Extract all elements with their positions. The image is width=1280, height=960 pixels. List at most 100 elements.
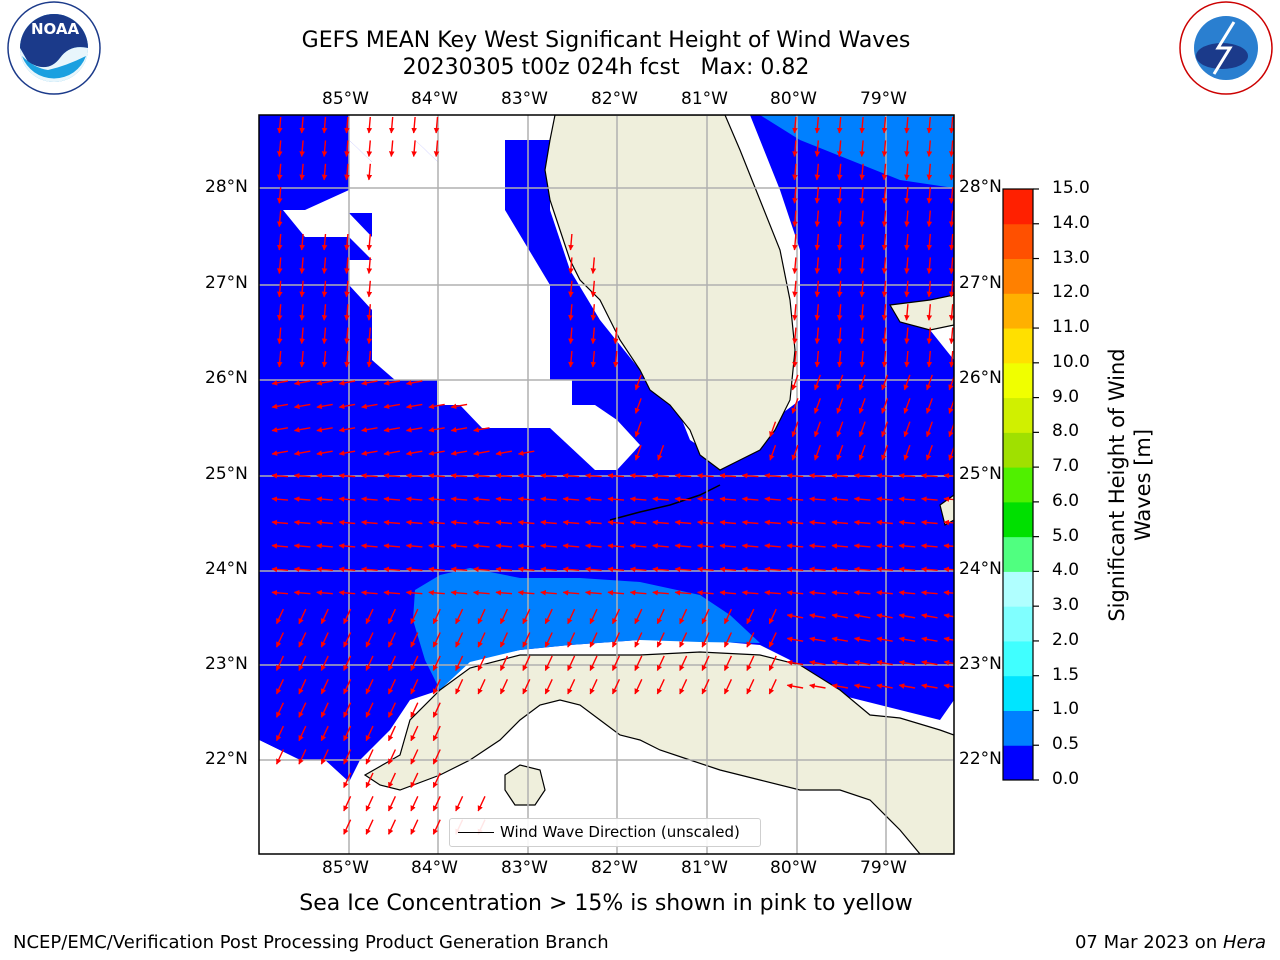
wave-direction-arrow [410, 608, 419, 625]
wave-direction-arrow [741, 566, 759, 573]
wave-direction-arrow [607, 566, 625, 573]
wave-direction-arrow [517, 589, 535, 596]
wave-direction-arrow [926, 140, 933, 157]
wave-direction-arrow [607, 519, 625, 526]
wave-direction-arrow [298, 655, 307, 672]
wave-direction-arrow [473, 589, 490, 596]
wave-direction-arrow [321, 233, 328, 251]
wave-direction-arrow [679, 655, 688, 672]
wave-direction-arrow [383, 380, 401, 386]
wave-direction-arrow [926, 280, 933, 298]
wave-direction-arrow [943, 683, 954, 689]
wave-direction-arrow [473, 566, 490, 573]
wave-direction-arrow [320, 632, 329, 648]
wave-direction-arrow [859, 116, 865, 134]
wave-direction-arrow [831, 613, 849, 619]
wave-direction-arrow [544, 679, 553, 695]
wave-direction-arrow [925, 374, 933, 391]
wave-direction-arrow [898, 589, 916, 596]
wave-direction-arrow [366, 163, 373, 181]
wave-direction-arrow [948, 210, 954, 228]
wave-direction-arrow [741, 472, 759, 479]
wave-direction-arrow [517, 519, 535, 526]
wave-direction-arrow [853, 589, 871, 596]
wave-direction-arrow [316, 589, 333, 596]
wave-direction-arrow [276, 163, 283, 181]
wave-direction-arrow [361, 403, 378, 410]
wave-direction-arrow [813, 444, 821, 461]
wave-direction-arrow [522, 655, 531, 672]
wave-direction-arrow [926, 163, 933, 181]
nws-logo [1179, 1, 1273, 95]
wave-direction-arrow [903, 374, 911, 391]
sea-ice-note: Sea Ice Concentration > 15% is shown in … [299, 891, 913, 916]
wave-direction-arrow [495, 496, 513, 502]
wave-direction-arrow [365, 679, 374, 695]
wave-direction-arrow [293, 589, 311, 596]
wave-direction-arrow [611, 655, 621, 672]
wave-direction-arrow [271, 566, 289, 573]
colorbar-tick-label: 4.0 [1052, 560, 1080, 581]
wave-direction-arrow [343, 655, 352, 672]
wave-direction-arrow [428, 566, 445, 573]
wave-direction-arrow [697, 472, 714, 479]
wave-direction-arrow [450, 519, 468, 526]
wave-direction-arrow [836, 327, 843, 345]
lon-label-top-85w: 85°W [322, 89, 369, 109]
wave-direction-arrow [298, 725, 307, 742]
lon-label-top-83w: 83°W [501, 89, 548, 109]
wave-direction-arrow [366, 327, 373, 345]
wave-direction-arrow [858, 398, 866, 414]
wave-direction-arrow [365, 632, 374, 648]
wave-direction-arrow [652, 589, 669, 596]
wave-direction-arrow [293, 450, 311, 456]
wave-direction-arrow [764, 566, 781, 573]
wave-direction-arrow [904, 257, 910, 274]
wave-direction-arrow [904, 116, 910, 134]
wave-direction-arrow [344, 257, 350, 274]
wave-direction-arrow [836, 116, 843, 134]
wave-direction-arrow [316, 519, 333, 526]
wave-direction-arrow [338, 403, 356, 410]
wave-direction-arrow [674, 519, 692, 526]
wave-direction-arrow [387, 772, 397, 789]
wave-direction-arrow [881, 187, 888, 204]
wave-direction-arrow [410, 702, 419, 718]
colorbar-tick-label: 11.0 [1052, 317, 1090, 338]
wave-direction-arrow [410, 632, 419, 648]
wave-direction-arrow [320, 702, 329, 718]
wave-direction-arrow [831, 683, 849, 689]
wave-direction-arrow [786, 543, 804, 549]
wave-direction-arrow [343, 679, 352, 695]
wave-direction-arrow [428, 403, 445, 410]
colorbar-tick-label: 1.5 [1052, 664, 1080, 685]
wave-direction-arrow [344, 350, 350, 368]
wave-direction-arrow [433, 116, 440, 134]
wave-direction-arrow [477, 608, 486, 625]
wave-direction-arrow [768, 608, 777, 625]
wave-direction-arrow [299, 304, 305, 321]
wave-direction-arrow [276, 187, 283, 204]
wave-direction-arrow [522, 679, 531, 695]
colorbar-segment [1003, 745, 1033, 781]
lat-label-left-26n: 26°N [205, 368, 248, 388]
wave-direction-arrow [366, 116, 373, 134]
wave-direction-arrow [365, 796, 374, 812]
lon-label-top-84w: 84°W [411, 89, 458, 109]
wave-direction-arrow [723, 632, 733, 648]
wave-direction-arrow [344, 304, 350, 321]
wave-direction-arrow [562, 496, 580, 502]
wave-direction-arrow [881, 116, 888, 134]
wave-direction-arrow [904, 350, 910, 368]
wave-direction-arrow [344, 140, 350, 157]
wave-direction-arrow [926, 233, 933, 251]
colorbar-segment [1003, 258, 1033, 294]
wave-height-field-mid [413, 568, 760, 690]
wave-direction-arrow [361, 426, 378, 433]
wave-direction-arrow [903, 398, 911, 414]
wave-direction-arrow [657, 444, 665, 461]
wave-direction-arrow [585, 589, 602, 596]
wave-direction-arrow [455, 796, 464, 812]
wave-direction-arrow [383, 450, 401, 456]
wave-direction-arrow [432, 819, 441, 835]
